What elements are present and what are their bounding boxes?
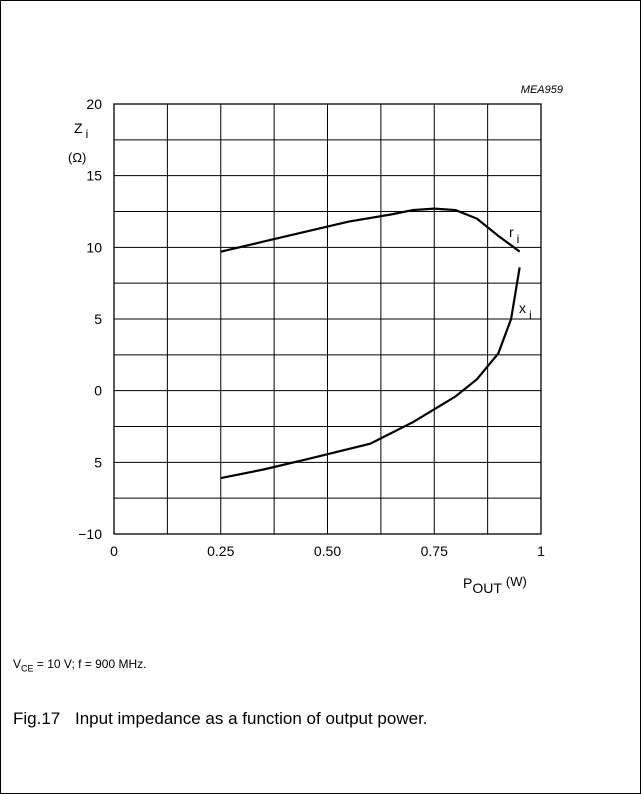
series-name-sub: i xyxy=(529,308,532,322)
series-name: r xyxy=(509,224,514,240)
y-axis-unit: (Ω) xyxy=(68,150,86,165)
x-axis-label: POUT (W) xyxy=(463,574,527,596)
caption: Fig.17 Input impedance as a function of o… xyxy=(13,707,533,731)
y-tick-label: 10 xyxy=(86,239,102,255)
y-tick-label: 15 xyxy=(86,168,102,184)
y-label-sub: i xyxy=(86,127,89,141)
figure-number: Fig.17 xyxy=(13,709,61,728)
x-tick-label: 1 xyxy=(537,543,545,559)
note-v: V xyxy=(13,657,22,671)
note-sub: CE xyxy=(21,663,34,674)
x-label-sub: OUT xyxy=(472,580,502,596)
y-tick-label: −10 xyxy=(78,526,102,542)
y-label-main: Z xyxy=(74,120,83,136)
y-tick-label: 20 xyxy=(86,96,102,112)
series-line xyxy=(220,207,521,253)
figure-id: MEA959 xyxy=(521,84,563,96)
series-name: x xyxy=(519,300,526,316)
series-name-sub: i xyxy=(517,232,520,246)
x-tick-label: 0.75 xyxy=(421,543,448,559)
y-tick-label: 0 xyxy=(94,383,102,399)
y-tick-label: 5 xyxy=(94,311,102,327)
caption-text: Input impedance as a function of output … xyxy=(75,709,428,728)
x-label-unit: (W) xyxy=(506,574,527,589)
x-tick-label: 0.25 xyxy=(207,543,234,559)
condition-note: VCE = 10 V; f = 900 MHz. xyxy=(13,657,146,673)
x-tick-label: 0.50 xyxy=(314,543,341,559)
x-label-main: P xyxy=(463,575,472,591)
series-line xyxy=(220,267,521,480)
x-tick-label: 0 xyxy=(110,543,118,559)
y-tick-label: 5 xyxy=(94,454,102,470)
note-rest: = 10 V; f = 900 MHz. xyxy=(33,657,147,671)
plot-frame xyxy=(113,103,542,535)
